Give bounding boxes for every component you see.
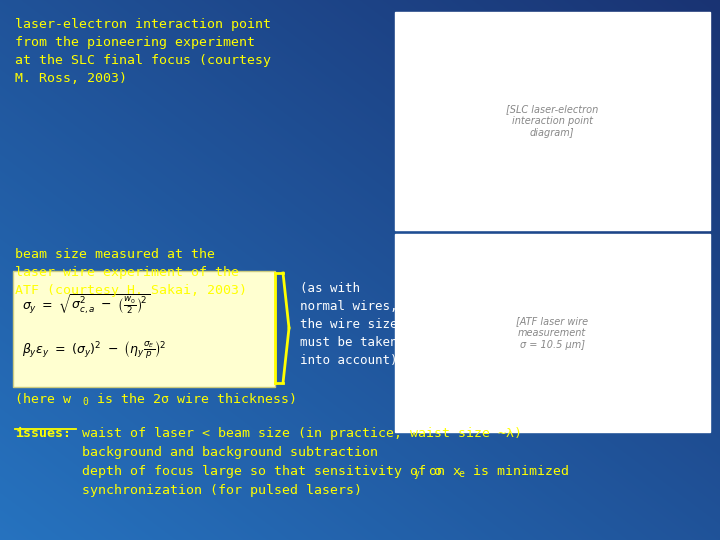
Text: is the 2σ wire thickness): is the 2σ wire thickness)	[89, 393, 297, 406]
Text: on x: on x	[421, 465, 461, 478]
Text: y: y	[414, 469, 420, 479]
Text: issues:: issues:	[15, 427, 71, 440]
FancyBboxPatch shape	[13, 271, 275, 387]
Text: [SLC laser-electron
interaction point
diagram]: [SLC laser-electron interaction point di…	[506, 104, 598, 138]
Text: e: e	[458, 469, 464, 479]
FancyBboxPatch shape	[395, 12, 710, 230]
Text: (as with
normal wires,
the wire size
must be taken
into account): (as with normal wires, the wire size mus…	[300, 282, 397, 367]
FancyBboxPatch shape	[395, 234, 710, 432]
Text: beam size measured at the
laser wire experiment of the
ATF (courtesy H. Sakai, 2: beam size measured at the laser wire exp…	[15, 248, 247, 297]
Text: $\beta_y \varepsilon_y\ =\ (\sigma_y)^2\ -\ \left(\eta_y\frac{\sigma_E}{p}\right: $\beta_y \varepsilon_y\ =\ (\sigma_y)^2\…	[22, 340, 166, 361]
Text: is minimized: is minimized	[465, 465, 569, 478]
Text: [ATF laser wire
measurement
σ = 10.5 μm]: [ATF laser wire measurement σ = 10.5 μm]	[516, 316, 588, 349]
Text: $\sigma_{y}\ =\ \sqrt{\sigma_{c,a}^{2}\ -\ \left(\frac{w_0}{2}\right)^{\!2}}$: $\sigma_{y}\ =\ \sqrt{\sigma_{c,a}^{2}\ …	[22, 292, 150, 316]
Text: (here w: (here w	[15, 393, 71, 406]
Text: depth of focus large so that sensitivity of σ: depth of focus large so that sensitivity…	[82, 465, 442, 478]
Text: 0: 0	[82, 397, 88, 407]
Text: synchronization (for pulsed lasers): synchronization (for pulsed lasers)	[82, 484, 362, 497]
Text: waist of laser < beam size (in practice, waist size ~λ): waist of laser < beam size (in practice,…	[82, 427, 522, 440]
Text: background and background subtraction: background and background subtraction	[82, 446, 378, 459]
Text: laser-electron interaction point
from the pioneering experiment
at the SLC final: laser-electron interaction point from th…	[15, 18, 271, 85]
